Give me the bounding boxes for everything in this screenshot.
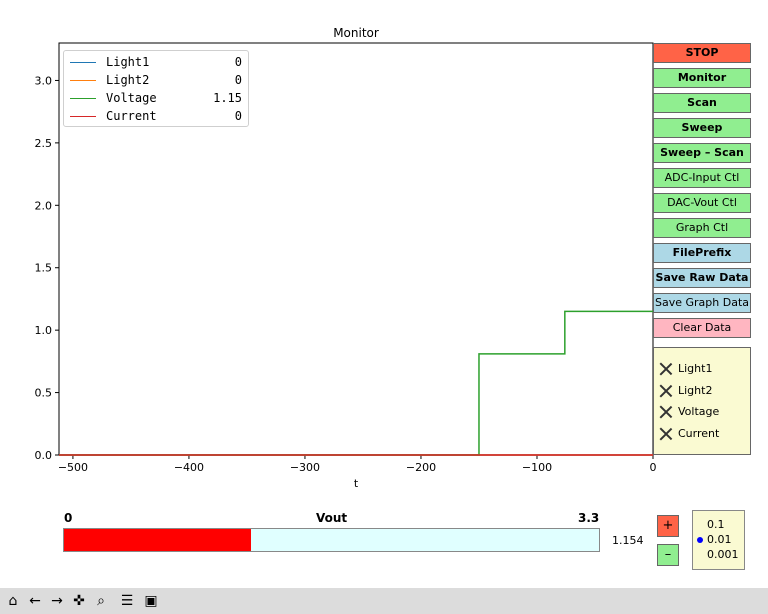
sweep-scan-button[interactable]: Sweep – Scan (653, 143, 751, 163)
save-raw-data-button[interactable]: Save Raw Data (653, 268, 751, 288)
x-tick-label: −100 (522, 461, 552, 474)
x-tick-label: 0 (650, 461, 657, 474)
slider-title: Vout (316, 511, 348, 525)
legend-line-light1 (70, 62, 96, 63)
radio-label: 0.001 (707, 548, 739, 561)
check-label: Current (678, 427, 720, 440)
graph-ctl-button[interactable]: Graph Ctl (653, 218, 751, 238)
stop-button[interactable]: STOP (653, 43, 751, 63)
check-label: Light2 (678, 384, 713, 397)
radio-label: 0.01 (707, 533, 732, 546)
legend-name: Light2 (106, 73, 150, 87)
scan-button[interactable]: Scan (653, 93, 751, 113)
navigation-toolbar: ⌂ ← → ✜ ⌕ ☰ ▣ (0, 588, 768, 614)
monitor-button[interactable]: Monitor (653, 68, 751, 88)
check-light2[interactable]: Light2 (660, 382, 712, 400)
y-tick-label: 1.0 (35, 324, 53, 337)
legend-line-light2 (70, 80, 96, 81)
x-tick-label: −400 (174, 461, 204, 474)
step-size-radio: 0.1 0.01 0.001 (692, 510, 745, 570)
configure-icon[interactable]: ☰ (120, 593, 134, 609)
zoom-icon[interactable]: ⌕ (97, 593, 105, 609)
radio-icon[interactable] (697, 522, 703, 528)
series-visibility-checks: Light1 Light2 Voltage Current (653, 347, 751, 455)
legend-item-light1: Light1 0 (64, 54, 248, 70)
chart-title: Monitor (333, 26, 379, 40)
x-axis-label: t (354, 477, 359, 490)
radio-icon[interactable] (697, 552, 703, 558)
back-icon[interactable]: ← (29, 593, 41, 609)
check-label: Light1 (678, 362, 713, 375)
legend-value: 1.15 (213, 91, 242, 105)
x-tick-label: −200 (406, 461, 436, 474)
save-icon[interactable]: ▣ (144, 593, 158, 609)
legend-item-light2: Light2 0 (64, 72, 248, 88)
slider-min-label: 0 (64, 511, 73, 525)
x-tick-label: −500 (58, 461, 88, 474)
pan-icon[interactable]: ✜ (73, 593, 85, 609)
checkbox-checked-icon[interactable] (660, 385, 672, 397)
legend-name: Current (106, 109, 157, 123)
check-light1[interactable]: Light1 (660, 360, 712, 378)
dac-vout-ctl-button[interactable]: DAC-Vout Ctl (653, 193, 751, 213)
home-icon[interactable]: ⌂ (8, 593, 18, 609)
y-tick-label: 2.0 (35, 199, 53, 212)
y-tick-label: 3.0 (35, 74, 53, 87)
slider-value: 1.154 (612, 534, 644, 547)
legend-line-current (70, 116, 96, 117)
y-tick-label: 0.0 (35, 449, 53, 462)
axis-ticks: −500 −400 −300 −200 −100 0 0.0 0.5 1.0 1.5 2.0 2.5 3… (35, 74, 657, 474)
check-voltage[interactable]: Voltage (660, 403, 719, 421)
file-prefix-button[interactable]: FilePrefix (653, 243, 751, 263)
radio-label: 0.1 (707, 518, 725, 531)
radio-icon[interactable] (697, 537, 703, 543)
legend: Light1 0 Light2 0 Voltage 1.15 Current 0 (63, 50, 249, 127)
slider-max-label: 3.3 (578, 511, 600, 525)
checkbox-checked-icon[interactable] (660, 428, 672, 440)
y-tick-label: 0.5 (35, 387, 53, 400)
radio-option-0.001[interactable]: 0.001 (697, 547, 739, 563)
series-lines (59, 310, 653, 456)
vout-slider[interactable] (63, 528, 600, 552)
y-tick-label: 2.5 (35, 137, 53, 150)
legend-name: Light1 (106, 55, 150, 69)
decrement-button[interactable]: – (657, 544, 679, 566)
forward-icon[interactable]: → (51, 593, 63, 609)
sweep-button[interactable]: Sweep (653, 118, 751, 138)
save-graph-data-button[interactable]: Save Graph Data (653, 293, 751, 313)
adc-input-ctl-button[interactable]: ADC-Input Ctl (653, 168, 751, 188)
check-current[interactable]: Current (660, 425, 719, 443)
radio-option-0.1[interactable]: 0.1 (697, 517, 725, 533)
legend-line-voltage (70, 98, 96, 99)
x-tick-label: −300 (290, 461, 320, 474)
legend-item-voltage: Voltage 1.15 (64, 90, 248, 106)
checkbox-checked-icon[interactable] (660, 406, 672, 418)
y-tick-label: 1.5 (35, 262, 53, 275)
legend-value: 0 (234, 55, 242, 69)
clear-data-button[interactable]: Clear Data (653, 318, 751, 338)
legend-name: Voltage (106, 91, 157, 105)
legend-value: 0 (234, 109, 242, 123)
increment-button[interactable]: + (657, 515, 679, 537)
radio-option-0.01[interactable]: 0.01 (697, 532, 732, 548)
legend-item-current: Current 0 (64, 108, 248, 124)
check-label: Voltage (678, 405, 720, 418)
checkbox-checked-icon[interactable] (660, 363, 672, 375)
slider-fill (64, 529, 252, 551)
legend-value: 0 (234, 73, 242, 87)
